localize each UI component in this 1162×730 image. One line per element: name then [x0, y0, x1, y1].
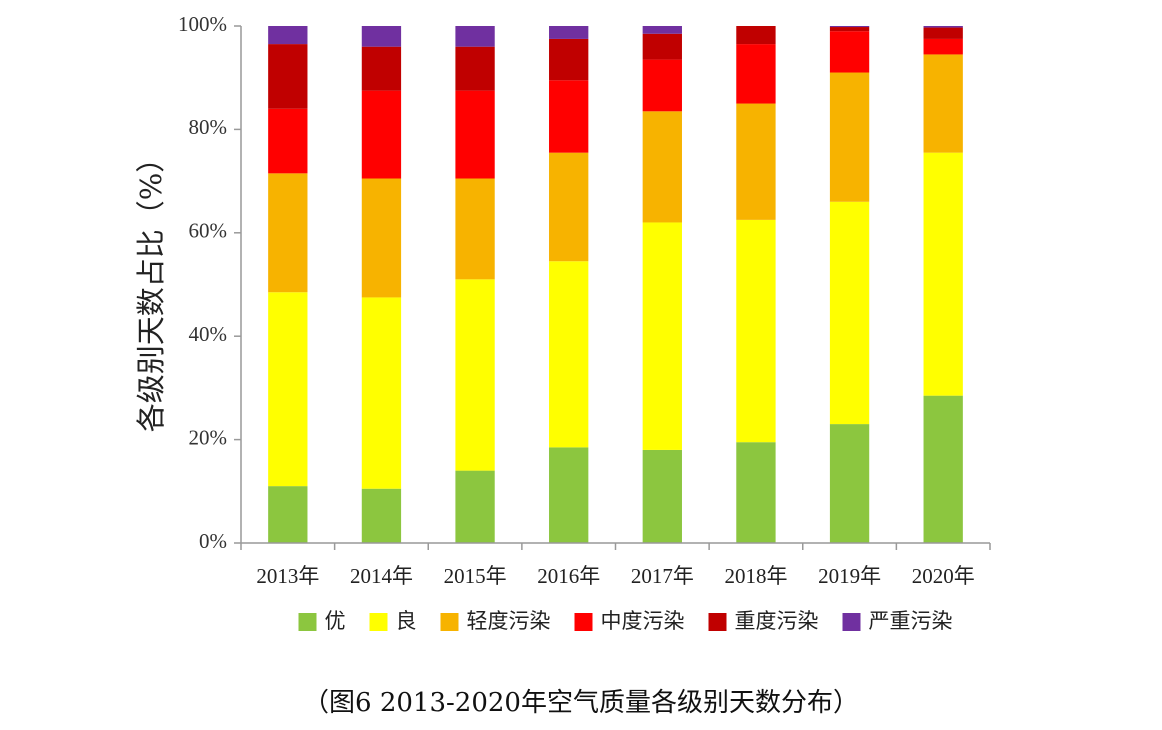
bar-segment	[736, 26, 776, 45]
bar-segment	[829, 201, 870, 425]
legend-swatch	[842, 613, 861, 631]
legend-label: 优	[325, 609, 346, 633]
x-tick-label: 2015年	[444, 564, 507, 588]
bar-segment	[829, 27, 870, 32]
x-tick-label: 2017年	[631, 564, 694, 588]
bar-segment	[549, 152, 589, 262]
bar-segment	[268, 292, 308, 487]
legend: 优 良 轻度污染 中度污染 重度污染 严重污染	[298, 609, 953, 633]
bar-segment	[455, 46, 495, 91]
bar-segment	[268, 173, 308, 293]
x-tick-label: 2019年	[818, 564, 881, 588]
bar-segment	[642, 111, 682, 223]
bar-segment	[361, 90, 402, 179]
x-tick-label: 2018年	[724, 564, 787, 588]
bar-segment	[829, 72, 870, 202]
y-tick-label: 40%	[189, 322, 228, 346]
bar-segment	[455, 178, 495, 280]
legend-label: 严重污染	[869, 609, 953, 633]
bar-segment	[361, 178, 402, 298]
x-tick-label: 2020年	[912, 564, 975, 588]
y-tick-label: 0%	[199, 529, 227, 553]
legend-swatch	[298, 613, 317, 631]
bar-segment	[455, 470, 495, 543]
legend-swatch	[708, 613, 727, 631]
bar-segment	[829, 31, 870, 73]
bar-segment	[736, 44, 776, 104]
bar-segment	[736, 219, 776, 443]
bar-segment	[268, 26, 308, 45]
x-tick-label: 2014年	[350, 564, 413, 588]
y-tick-label: 60%	[189, 219, 228, 243]
bar-segment	[829, 26, 870, 28]
bar-segment	[455, 279, 495, 471]
y-tick-label: 100%	[178, 12, 227, 36]
figure-caption: （图6 2013-2020年空气质量各级别天数分布）	[303, 688, 859, 718]
bar-segment	[642, 59, 682, 112]
y-tick-label: 20%	[189, 425, 228, 449]
legend-label: 轻度污染	[467, 609, 551, 633]
bar-segment	[923, 152, 963, 396]
y-axis-title: 各级别天数占比（%）	[134, 144, 168, 433]
legend-label: 中度污染	[601, 609, 685, 633]
x-tick-label: 2013年	[256, 564, 319, 588]
bar-segment	[923, 26, 963, 28]
bar-segment	[642, 33, 682, 60]
bar-segment	[549, 447, 589, 543]
bar-segment	[549, 38, 589, 81]
bars-group	[268, 26, 963, 543]
legend-swatch	[369, 613, 388, 631]
y-tick-labels: 0% 20% 40% 60% 80% 100%	[178, 12, 227, 553]
bar-segment	[361, 297, 402, 489]
bar-segment	[923, 54, 963, 153]
bar-segment	[549, 26, 589, 39]
legend-swatch	[440, 613, 459, 631]
bar-segment	[736, 442, 776, 543]
bar-segment	[455, 26, 495, 47]
axes	[234, 25, 991, 550]
legend-swatch	[574, 613, 593, 631]
legend-label: 重度污染	[735, 609, 819, 633]
bar-segment	[736, 103, 776, 220]
bar-segment	[549, 261, 589, 448]
bar-segment	[268, 486, 308, 543]
bar-segment	[923, 395, 963, 543]
y-tick-label: 80%	[189, 115, 228, 139]
legend-label: 良	[396, 609, 417, 633]
bar-segment	[642, 222, 682, 450]
bar-segment	[361, 488, 402, 543]
x-tick-labels: 2013年 2014年 2015年 2016年 2017年 2018年 2019年 2020年	[256, 564, 974, 588]
bar-segment	[642, 26, 682, 34]
bar-segment	[549, 80, 589, 153]
bar-segment	[268, 44, 308, 109]
bar-segment	[361, 26, 402, 47]
bar-segment	[268, 108, 308, 174]
bar-segment	[923, 27, 963, 39]
bar-segment	[642, 449, 682, 543]
bar-segment	[361, 46, 402, 91]
bar-segment	[455, 90, 495, 179]
bar-segment	[829, 424, 870, 543]
bar-segment	[923, 38, 963, 55]
x-tick-label: 2016年	[537, 564, 600, 588]
